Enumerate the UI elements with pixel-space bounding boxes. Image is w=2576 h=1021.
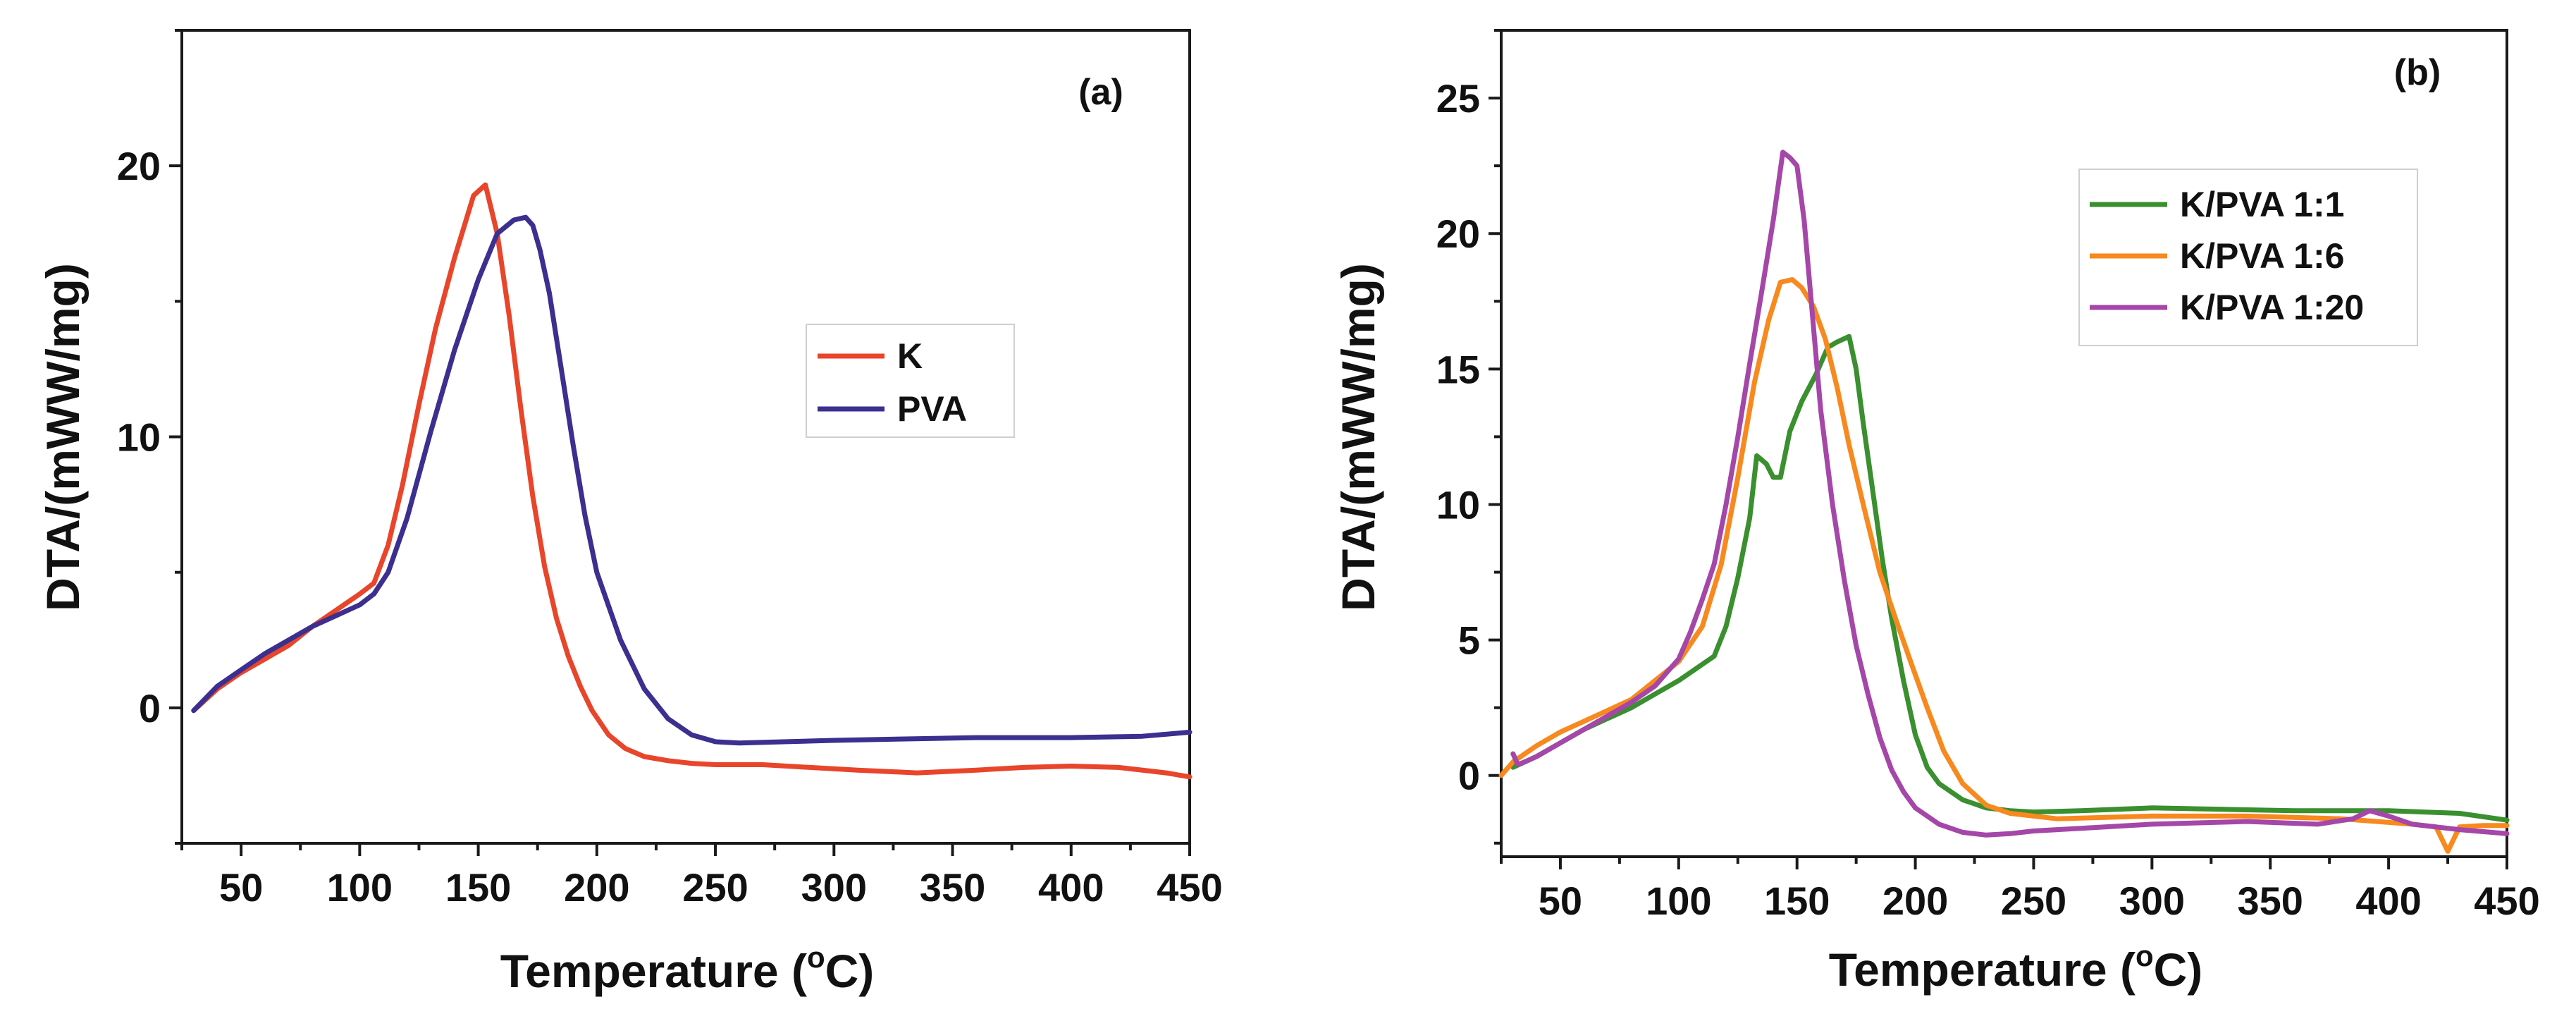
panel-b-frame [1500,29,2508,858]
panel-a-x-tick-label: 250 [682,865,748,910]
panel-a-x-tick-label: 150 [445,865,511,910]
panel-a-ticks: 50 100 150 200 250 300 350 400 450 0 10 20 [117,29,1223,910]
panel-b-x-axis-title-end: C) [2154,943,2203,996]
panel-b-y-tick-label: 20 [1436,212,1480,256]
legend-label-k: K [897,336,923,376]
panel-a-x-tick-label: 350 [920,865,985,910]
panel-b-y-tick-label: 10 [1436,482,1480,527]
series-line-k [191,182,1193,780]
panel-a-y-tick-label: 0 [139,686,161,730]
legend-label-k-pva-1-6: K/PVA 1:6 [2180,236,2344,276]
panel-b-y-tick-label: 0 [1458,754,1480,798]
panel-b-y-tick-label: 5 [1458,618,1480,663]
panel-a-y-tick-label: 20 [117,144,161,188]
panel-b-x-axis-title-main: Temperature ( [1829,943,2136,996]
panel-a-x-axis-title-sup: o [807,941,825,974]
panel-b-ticks: 50 100 150 200 250 300 350 400 450 0 5 10 15 20 25 [1436,29,2540,923]
series-line-k-pva-1-6 [1498,277,2510,854]
panel-b-x-axis-title-sup: o [2136,939,2154,972]
panel-b-x-tick-label: 300 [2119,879,2185,923]
legend-label-pva: PVA [897,389,967,429]
panel-a: 50 100 150 200 250 300 350 400 450 0 10 20 (a) DTA/… [37,29,1223,997]
legend-label-k-pva-1-1: K/PVA 1:1 [2180,185,2344,224]
panel-b-x-tick-label: 50 [1539,879,1582,923]
panel-a-y-tick-label: 10 [117,415,161,460]
panel-b-x-axis-title: Temperature (oC) [1829,939,2203,996]
panel-b-x-tick-label: 250 [2001,879,2066,923]
panel-a-x-tick-label: 200 [564,865,629,910]
panel-b: 50 100 150 200 250 300 350 400 450 0 5 10 15 20 25 (b)… [1332,29,2540,996]
panel-a-x-tick-label: 400 [1038,865,1104,910]
panel-b-series [1498,149,2510,854]
panel-a-x-tick-label: 300 [801,865,867,910]
panel-b-y-tick-label: 25 [1436,76,1480,121]
panel-a-series [191,182,1193,780]
panel-b-label: (b) [2394,52,2441,93]
panel-b-legend: K/PVA 1:1 K/PVA 1:6 K/PVA 1:20 [2078,169,2418,346]
series-line-k-pva-1-1 [1510,334,2510,823]
panel-a-x-tick-label: 50 [219,865,263,910]
panel-b-y-axis-title: DTA/(mWW/mg) [1332,263,1384,611]
panel-a-x-axis-title-end: C) [825,945,875,997]
panel-b-x-tick-label: 450 [2474,879,2539,923]
panel-a-y-axis-title: DTA/(mWW/mg) [37,263,89,611]
series-line-k-pva-1-20 [1510,149,2510,838]
panel-b-y-tick-label: 15 [1436,347,1480,391]
panel-a-legend: K PVA [806,324,1015,438]
panel-a-frame [180,29,1191,845]
series-line-pva [191,214,1193,746]
legend-label-k-pva-1-20: K/PVA 1:20 [2180,288,2364,327]
panel-a-legend-box [806,324,1015,438]
panel-a-label: (a) [1078,72,1123,113]
panel-a-x-tick-label: 450 [1157,865,1222,910]
panel-b-x-tick-label: 200 [1882,879,1948,923]
panel-a-x-tick-label: 100 [327,865,393,910]
panel-b-x-tick-label: 400 [2355,879,2421,923]
panel-a-x-axis-title-main: Temperature ( [500,945,807,997]
panel-a-x-axis-title: Temperature (oC) [500,941,875,997]
panel-b-x-tick-label: 100 [1646,879,1711,923]
panel-b-x-tick-label: 350 [2238,879,2303,923]
panel-b-x-tick-label: 150 [1764,879,1830,923]
